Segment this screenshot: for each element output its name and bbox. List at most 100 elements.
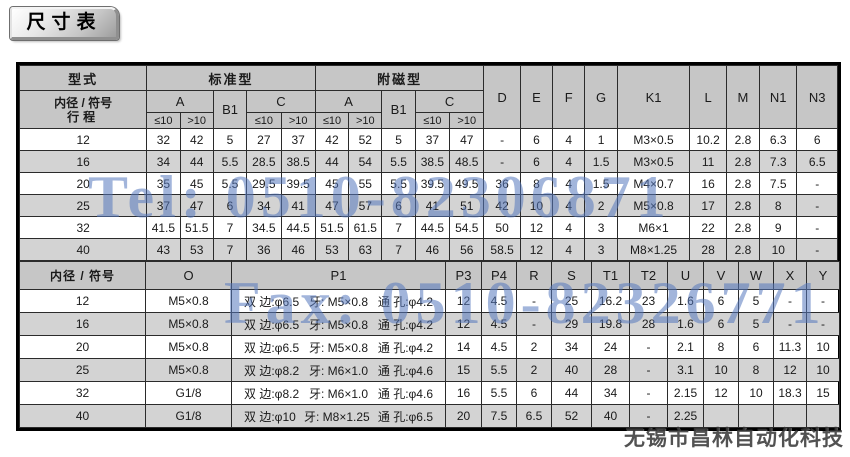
- value-cell: 16: [689, 172, 727, 195]
- value-cell: 5.5: [212, 172, 248, 195]
- stroke-le10-header: ≤10: [414, 112, 451, 129]
- value-cell: 10: [519, 194, 554, 217]
- value-cell: M8×1.25: [616, 238, 691, 261]
- value-cell: 44.5: [280, 216, 316, 239]
- page-title: 尺寸表: [10, 7, 119, 40]
- value-cell: -: [796, 194, 838, 217]
- value-cell: 2.8: [725, 238, 761, 261]
- value-cell: -: [806, 312, 840, 336]
- value-cell: 2: [516, 335, 552, 359]
- value-cell: 6: [212, 194, 248, 217]
- value-cell: 10: [703, 358, 739, 382]
- value-cell: 18.3: [773, 381, 807, 405]
- value-cell: -: [483, 150, 521, 173]
- value-cell: [806, 404, 840, 428]
- value-cell: 36: [246, 238, 282, 261]
- value-cell: 2.8: [725, 216, 761, 239]
- value-cell: 1.6: [667, 312, 704, 336]
- value-cell: 36: [483, 172, 521, 195]
- p1-cell: 双 边:φ6.5 牙: M5×0.8 通 孔:φ4.2: [231, 312, 446, 336]
- value-cell: 38.5: [414, 150, 451, 173]
- value-cell: 41: [414, 194, 451, 217]
- port-o-cell: M5×0.8: [145, 335, 232, 359]
- table-row: 40 G1/8 双 边:φ10 牙: M8×1.25 通 孔:φ6.5 20 7.5 6.5 5…: [19, 404, 840, 428]
- value-cell: 19.8: [591, 312, 630, 336]
- value-cell: 4: [552, 194, 586, 217]
- value-cell: -: [629, 335, 668, 359]
- port-o-cell: M5×0.8: [145, 289, 232, 313]
- value-cell: -: [796, 238, 838, 261]
- value-cell: 40: [591, 404, 630, 428]
- value-cell: 7: [212, 216, 248, 239]
- p1-parts: 双 边:φ6.5 牙: M5×0.8 通 孔:φ4.2: [244, 339, 433, 356]
- value-cell: 12: [773, 358, 807, 382]
- col-a-header: A: [314, 90, 383, 113]
- value-cell: 35: [146, 172, 181, 195]
- port-o-cell: G1/8: [145, 404, 232, 428]
- p1-part: 牙: M8×1.25: [303, 409, 370, 424]
- value-cell: 37: [146, 194, 181, 217]
- value-cell: 2.25: [667, 404, 704, 428]
- value-cell: 16: [445, 381, 482, 405]
- value-cell: 37: [280, 128, 316, 151]
- value-cell: 6.5: [516, 404, 552, 428]
- p1-parts: 双 边:φ10 牙: M8×1.25 通 孔:φ6.5: [244, 408, 433, 425]
- value-cell: 17: [689, 194, 727, 217]
- dim-column-header: P3: [445, 261, 482, 290]
- value-cell: 2.15: [667, 381, 704, 405]
- p1-parts: 双 边:φ8.2 牙: M6×1.0 通 孔:φ4.6: [244, 385, 433, 402]
- value-cell: 20: [445, 404, 482, 428]
- dim-column-header: L: [689, 65, 727, 129]
- dim-column-header: X: [773, 261, 807, 290]
- table-row: 25 M5×0.8 双 边:φ8.2 牙: M6×1.0 通 孔:φ4.6 15 5.5 2 4…: [19, 358, 840, 382]
- table-row: 32 41.5 51.5 7 34.5 44.5 51.5 61.5 7 44.5 54.5 50 12…: [18, 216, 838, 239]
- value-cell: 12: [519, 238, 554, 261]
- value-cell: 2: [516, 358, 552, 382]
- value-cell: 61.5: [348, 216, 383, 239]
- value-cell: 23: [629, 289, 668, 313]
- value-cell: 12: [445, 289, 482, 313]
- p1-parts: 双 边:φ6.5 牙: M5×0.8 通 孔:φ4.2: [244, 293, 433, 310]
- table-row: 内径 / 符号 行程 A B1 C A B1 C: [18, 90, 838, 129]
- value-cell: 12: [519, 216, 554, 239]
- value-cell: 6: [703, 312, 739, 336]
- table-row: 25 37 47 6 34 41 47 57 6 41 51 42 10 4 2 M5×0.8 17 2.8 8-: [18, 194, 838, 217]
- type-header: 型式: [18, 65, 148, 91]
- p1-cell: 双 边:φ8.2 牙: M6×1.0 通 孔:φ4.6: [231, 358, 446, 382]
- value-cell: 46: [280, 238, 316, 261]
- value-cell: 5.5: [381, 150, 416, 173]
- value-cell: 6: [703, 289, 739, 313]
- value-cell: 9: [759, 216, 798, 239]
- stroke-gt10-header: >10: [179, 112, 214, 129]
- value-cell: 2.8: [725, 128, 761, 151]
- value-cell: 28.5: [246, 150, 282, 173]
- s2-head: 内径 / 符号 O P1 P3 P4 R S T1 T2 U V W X Y: [19, 261, 840, 290]
- value-cell: 34: [146, 150, 181, 173]
- value-cell: 41: [280, 194, 316, 217]
- value-cell: 12: [445, 312, 482, 336]
- dim-column-header: R: [516, 261, 552, 290]
- value-cell: 10.2: [689, 128, 727, 151]
- value-cell: 6: [796, 128, 838, 151]
- value-cell: -: [796, 216, 838, 239]
- p1-cell: 双 边:φ6.5 牙: M5×0.8 通 孔:φ4.2: [231, 289, 446, 313]
- value-cell: 52: [348, 128, 383, 151]
- bore-cell: 12: [18, 128, 148, 151]
- value-cell: 37: [414, 128, 451, 151]
- p1-cell: 双 边:φ10 牙: M8×1.25 通 孔:φ6.5: [231, 404, 446, 428]
- p1-part: 双 边:φ6.5: [244, 294, 300, 309]
- value-cell: 45: [179, 172, 214, 195]
- value-cell: 51: [449, 194, 485, 217]
- bore-cell: 32: [18, 216, 148, 239]
- value-cell: M5×0.8: [616, 194, 691, 217]
- value-cell: 54: [348, 150, 383, 173]
- value-cell: -: [806, 289, 840, 313]
- stroke-label: 行程: [67, 109, 100, 124]
- value-cell: 1.5: [584, 172, 618, 195]
- table-row: 16 M5×0.8 双 边:φ6.5 牙: M5×0.8 通 孔:φ4.2 12 4.5-2…: [19, 312, 840, 336]
- value-cell: 6: [519, 128, 554, 151]
- value-cell: 51.5: [314, 216, 350, 239]
- value-cell: 5.5: [481, 381, 517, 405]
- value-cell: 53: [314, 238, 350, 261]
- value-cell: 3: [584, 238, 618, 261]
